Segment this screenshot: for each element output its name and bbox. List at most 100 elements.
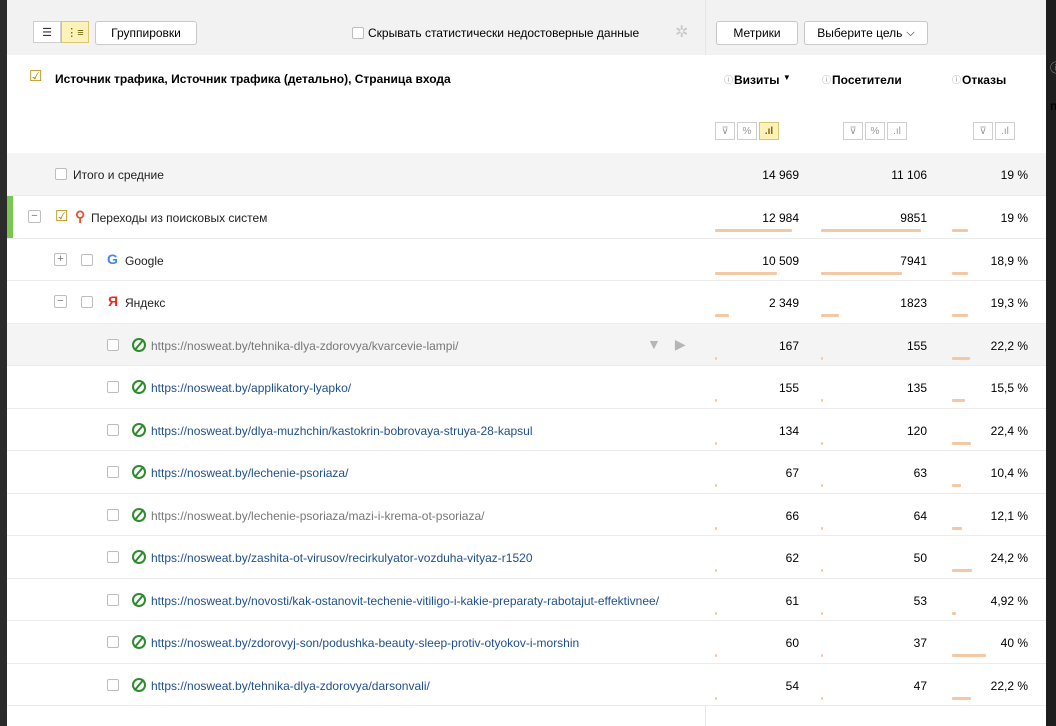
bars-icon[interactable]: .ıl bbox=[995, 122, 1015, 140]
row-checkbox[interactable] bbox=[107, 423, 119, 436]
page-status-icon bbox=[132, 592, 146, 607]
table-row[interactable]: https://nosweat.by/tehnika-dlya-zdorovya… bbox=[7, 323, 1046, 366]
expand-icon[interactable]: + bbox=[54, 252, 67, 266]
bounces-value: 19 % bbox=[1000, 168, 1028, 182]
collapse-icon[interactable]: − bbox=[54, 295, 67, 308]
info-icon[interactable]: ⓘ bbox=[952, 75, 962, 85]
row-actions: ▼ ▶ bbox=[647, 336, 686, 353]
visitors-bar bbox=[821, 271, 902, 275]
row-checkbox[interactable] bbox=[107, 593, 119, 606]
play-icon[interactable]: ▶ bbox=[674, 335, 686, 352]
total-label: Итого и средние bbox=[73, 168, 164, 182]
row-label[interactable]: Google bbox=[125, 253, 164, 268]
visits-bar bbox=[715, 654, 717, 657]
filter-icon[interactable]: ⊽ bbox=[715, 122, 735, 140]
list-icon[interactable]: ☰ bbox=[33, 21, 61, 43]
row-checkbox[interactable] bbox=[55, 168, 67, 180]
filter-icon[interactable]: ▼ bbox=[647, 335, 661, 352]
visitors-bar bbox=[821, 484, 823, 487]
row-checkbox[interactable] bbox=[107, 466, 119, 478]
row-checkbox[interactable] bbox=[81, 296, 93, 308]
table-row[interactable]: + G Google 10 509 7941 18,9 % bbox=[7, 238, 1046, 281]
table-row[interactable]: https://nosweat.by/lechenie-psoriaza/maz… bbox=[7, 493, 1046, 536]
collapse-icon[interactable]: − bbox=[28, 210, 41, 223]
row-label[interactable]: Переходы из поисковых систем bbox=[91, 211, 268, 225]
bars-icon[interactable]: .ıl bbox=[887, 122, 907, 140]
info-icon[interactable]: ⓘ bbox=[724, 75, 734, 85]
table-row[interactable]: https://nosweat.by/zdorovyj-son/podushka… bbox=[7, 621, 1046, 664]
bounces-value: 22,2 % bbox=[990, 678, 1028, 693]
row-checkbox[interactable] bbox=[107, 381, 119, 393]
visits-value: 67 bbox=[785, 466, 799, 480]
bounces-bar bbox=[952, 484, 961, 487]
row-url[interactable]: https://nosweat.by/dlya-muzhchin/kastokr… bbox=[151, 423, 533, 438]
gear-icon[interactable]: ✲ bbox=[675, 24, 689, 41]
table-row[interactable]: − ☑ ⚲ Переходы из поисковых систем 12 98… bbox=[7, 196, 1046, 239]
bounces-value: 19,3 % bbox=[990, 296, 1028, 310]
bounces-bar bbox=[952, 229, 968, 232]
filter-icon[interactable]: ⊽ bbox=[843, 122, 863, 140]
row-url[interactable]: https://nosweat.by/zashita-ot-virusov/re… bbox=[151, 551, 533, 565]
page-status-icon bbox=[132, 422, 146, 437]
row-url[interactable]: https://nosweat.by/tehnika-dlya-zdorovya… bbox=[151, 678, 430, 693]
row-checkbox[interactable] bbox=[107, 636, 119, 648]
percent-icon[interactable]: % bbox=[865, 122, 885, 140]
overflow-info-icon: ⓘ bbox=[1050, 59, 1056, 76]
visitors-value: 11 106 bbox=[891, 168, 927, 182]
visits-bar bbox=[715, 696, 717, 700]
row-label[interactable]: Яндекс bbox=[125, 296, 166, 310]
metric-header-visits[interactable]: ⓘВизиты ▼ bbox=[724, 73, 791, 87]
grouping-button[interactable]: Группировки bbox=[95, 21, 197, 45]
table-row[interactable]: https://nosweat.by/tehnika-dlya-zdorovya… bbox=[7, 663, 1046, 706]
row-url[interactable]: https://nosweat.by/lechenie-psoriaza/ bbox=[151, 466, 349, 480]
bounces-bar bbox=[952, 441, 971, 445]
table-row[interactable]: https://nosweat.by/applikatory-lyapko/ 1… bbox=[7, 366, 1046, 409]
row-url[interactable]: https://nosweat.by/tehnika-dlya-zdorovya… bbox=[151, 338, 459, 353]
window-frame-right bbox=[1046, 0, 1056, 726]
tree-icon[interactable]: ⋮≡ bbox=[61, 21, 89, 43]
bars-icon[interactable]: .ıl bbox=[759, 122, 779, 140]
dimension-checkbox[interactable]: ☑ bbox=[29, 68, 43, 85]
visitors-value: 63 bbox=[913, 466, 927, 480]
visitors-value: 47 bbox=[913, 678, 927, 693]
visits-value: 60 bbox=[785, 636, 799, 650]
yandex-icon: Я bbox=[108, 293, 119, 309]
bounces-bar bbox=[952, 314, 968, 317]
metric-header-visitors[interactable]: ⓘПосетители bbox=[822, 73, 902, 87]
sort-desc-icon: ▼ bbox=[782, 73, 791, 82]
bounces-value: 12,1 % bbox=[990, 508, 1028, 523]
hide-unreliable-toggle[interactable]: Скрывать статистически недостоверные дан… bbox=[352, 26, 639, 40]
visitors-bar bbox=[821, 441, 823, 445]
goal-select[interactable]: Выберите цель ⌵ bbox=[804, 21, 928, 45]
percent-icon[interactable]: % bbox=[737, 122, 757, 140]
visitors-value: 135 bbox=[906, 381, 927, 395]
bounces-value: 40 % bbox=[1000, 636, 1028, 650]
bounces-value: 24,2 % bbox=[990, 551, 1028, 565]
visits-value: 134 bbox=[778, 423, 799, 438]
metrics-button[interactable]: Метрики bbox=[716, 21, 798, 45]
row-url[interactable]: https://nosweat.by/novosti/kak-ostanovit… bbox=[151, 593, 660, 608]
row-checkbox[interactable] bbox=[107, 678, 119, 691]
table-row[interactable]: https://nosweat.by/lechenie-psoriaza/ 67… bbox=[7, 451, 1046, 494]
view-mode-toggle: ☰ ⋮≡ bbox=[33, 21, 93, 45]
table-row[interactable]: https://nosweat.by/dlya-muzhchin/kastokr… bbox=[7, 408, 1046, 451]
row-checkbox[interactable]: ☑ bbox=[55, 208, 69, 225]
table-row[interactable]: − Я Яндекс 2 349 1823 19,3 % bbox=[7, 281, 1046, 324]
row-checkbox[interactable] bbox=[107, 338, 119, 351]
row-checkbox[interactable] bbox=[107, 551, 119, 563]
row-url[interactable]: https://nosweat.by/lechenie-psoriaza/maz… bbox=[151, 508, 485, 523]
hide-unreliable-checkbox[interactable] bbox=[352, 27, 364, 39]
visits-value: 61 bbox=[785, 593, 799, 608]
metric-header-bounces[interactable]: ⓘОтказы bbox=[952, 73, 1007, 87]
visits-controls: ⊽ % .ıl bbox=[715, 122, 779, 140]
row-checkbox[interactable] bbox=[107, 508, 119, 521]
bounces-value: 22,2 % bbox=[990, 338, 1028, 353]
table-header: ☑ Источник трафика, Источник трафика (де… bbox=[7, 55, 1056, 153]
table-row[interactable]: https://nosweat.by/novosti/kak-ostanovit… bbox=[7, 578, 1046, 621]
info-icon[interactable]: ⓘ bbox=[822, 75, 832, 85]
row-url[interactable]: https://nosweat.by/zdorovyj-son/podushka… bbox=[151, 636, 580, 650]
row-checkbox[interactable] bbox=[81, 253, 93, 266]
filter-icon[interactable]: ⊽ bbox=[973, 122, 993, 140]
table-row[interactable]: https://nosweat.by/zashita-ot-virusov/re… bbox=[7, 536, 1046, 579]
row-url[interactable]: https://nosweat.by/applikatory-lyapko/ bbox=[151, 381, 352, 395]
